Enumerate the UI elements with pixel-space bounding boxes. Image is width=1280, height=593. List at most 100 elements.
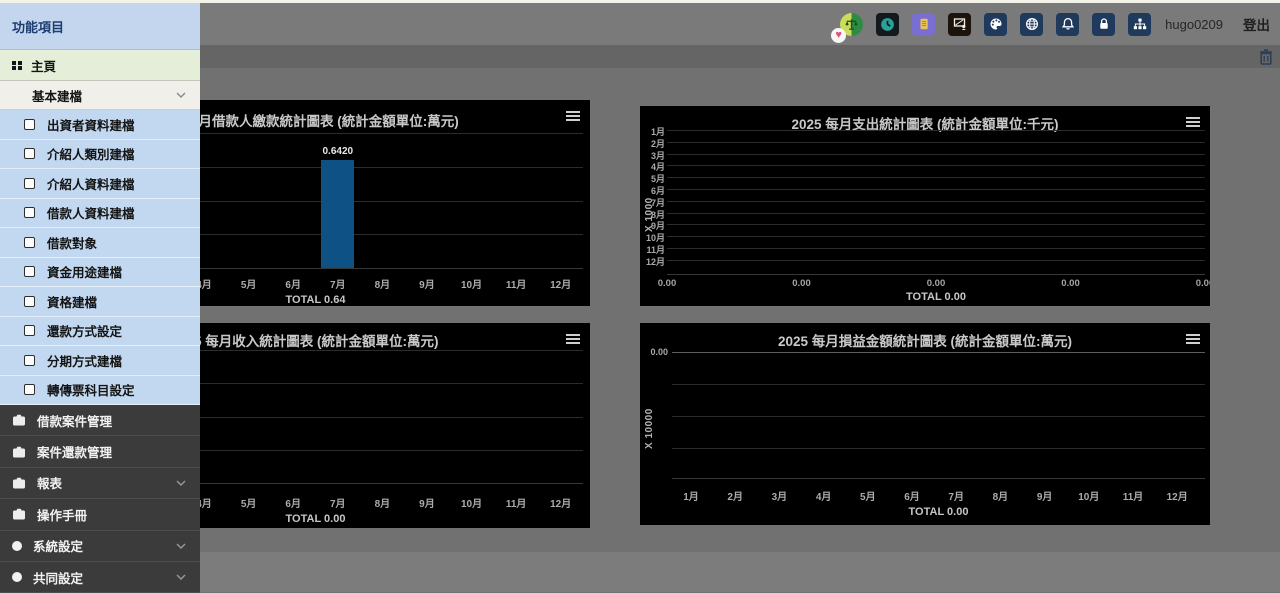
gridline (48, 200, 583, 202)
bar-value-label: 0.6420 (322, 145, 354, 157)
sidebar-item-label: 分期方式建檔 (47, 354, 123, 369)
sidebar-item-funder-data[interactable]: 出資者資料建檔 (0, 110, 200, 140)
chevron-down-icon (176, 480, 186, 486)
x-axis-label: 5月 (240, 499, 257, 510)
x-axis-label: 5月 (860, 492, 876, 503)
sidebar-item-system-settings[interactable]: 系統設定 (0, 530, 200, 562)
dashboard-icon (12, 60, 22, 70)
x-axis-label: 10月 (460, 280, 483, 291)
sidebar-item-label: 介紹人類別建檔 (47, 148, 135, 163)
gridline (48, 383, 583, 385)
sitemap-icon[interactable] (1128, 12, 1152, 36)
sidebar-item-loan-case-mgmt[interactable]: 借款案件管理 (0, 405, 200, 437)
x-axis-label: 7月 (330, 499, 346, 510)
x-axis-label: 9月 (1036, 492, 1053, 503)
chart-plot-area: 1月 2月 3月 4月 5月 6月 7月 8月 9月 10月 11月 12月 0.00 0.00 0.00 0… (640, 106, 1210, 306)
globe-icon[interactable] (1020, 12, 1044, 36)
briefcase-icon (12, 477, 26, 489)
gridline (672, 384, 1205, 385)
gridline (672, 416, 1205, 417)
chart-total-label: TOTAL 0.64 (285, 294, 346, 306)
y-axis-label: 2月 (650, 138, 665, 149)
x-axis-label: 2月 (727, 492, 743, 503)
palette-icon[interactable] (984, 12, 1008, 36)
sidebar-item-basic-files[interactable]: 基本建檔 (0, 81, 200, 110)
briefcase-icon (12, 446, 26, 458)
x-axis-line (667, 274, 1205, 275)
sidebar-item-referrer-category[interactable]: 介紹人類別建檔 (0, 139, 200, 169)
chart-panel-monthly-expense: 2025 每月支出統計圖表 (統計金額單位:千元) 1月 2月 3月 4月 5月 6月 7月… (640, 106, 1210, 306)
sidebar-item-repay-method[interactable]: 還款方式設定 (0, 316, 200, 346)
y-axis-label: 10月 (645, 233, 665, 244)
sidebar-item-common-settings[interactable]: 共同設定 (0, 561, 200, 593)
y-axis-label: 4月 (650, 162, 665, 173)
checkbox-icon (24, 295, 35, 307)
checkbox-icon (24, 266, 35, 278)
checkbox-icon (24, 384, 35, 396)
sidebar-item-label: 借款對象 (47, 236, 98, 251)
page-footer-area (0, 552, 1280, 592)
sidebar-item-label: 操作手冊 (37, 508, 88, 523)
x-axis-label: 8月 (374, 499, 391, 510)
sidebar-item-loan-target[interactable]: 借款對象 (0, 228, 200, 258)
sidebar: 功能項目 主頁 基本建檔 出資者資料建檔 介紹人類別建檔 介紹人資料建檔 借款人資料建檔借… (0, 3, 200, 593)
chart-plot-area: 0.00 1月 2月 3月 4月 5月 6月 7月 8月 9月 10月 11月 12月 X 10000 (640, 323, 1210, 525)
sidebar-item-reports[interactable]: 報表 (0, 467, 200, 500)
y-axis-label: 9月 (650, 221, 665, 232)
chart-menu-icon[interactable] (566, 111, 580, 123)
scroll-app-icon[interactable] (912, 12, 936, 36)
chart-menu-icon[interactable] (566, 334, 580, 346)
y-axis-label: 11月 (646, 245, 665, 255)
chart-total-label: TOTAL 0.00 (908, 506, 969, 518)
chart-menu-icon[interactable] (1186, 334, 1200, 346)
sidebar-item-voucher-subject[interactable]: 轉傳票科目設定 (0, 375, 200, 405)
sidebar-item-borrower-data[interactable]: 借款人資料建檔 (0, 198, 200, 228)
x-axis-label: 4月 (196, 499, 212, 510)
bar (321, 159, 355, 268)
page-top-strip (0, 0, 1280, 3)
x-axis-label: 8月 (992, 492, 1009, 503)
sidebar-item-installment-method[interactable]: 分期方式建檔 (0, 346, 200, 376)
gridline (48, 449, 583, 451)
checkbox-icon (24, 207, 35, 219)
x-axis-label: 11月 (1122, 492, 1144, 503)
gridline (667, 141, 1205, 143)
x-axis-label: 7月 (330, 280, 346, 291)
x-axis-label: 12月 (1166, 492, 1188, 503)
sidebar-item-label: 介紹人資料建檔 (47, 177, 135, 192)
chart-title: 2025 每月損益金額統計圖表 (統計金額單位:萬元) (777, 334, 1073, 349)
sidebar-items: 主頁 基本建檔 出資者資料建檔介紹人類別建檔 介紹人資料建檔借款人資料建檔借款對象資金… (0, 50, 200, 593)
x-axis-label: 10月 (1078, 492, 1100, 503)
checkbox-icon (24, 354, 35, 366)
sidebar-item-referrer-data[interactable]: 介紹人資料建檔 (0, 169, 200, 199)
trash-icon[interactable] (1259, 49, 1273, 65)
sidebar-item-home[interactable]: 主頁 (0, 50, 200, 81)
y-axis-title: X 1000 (644, 197, 655, 232)
clock-app-icon[interactable] (876, 12, 900, 36)
chart-title: 2025 每月支出統計圖表 (統計金額單位:千元) (791, 117, 1059, 132)
sidebar-item-fund-usage[interactable]: 資金用途建檔 (0, 257, 200, 287)
x-axis-label: 9月 (419, 280, 435, 291)
x-axis-line (48, 268, 583, 269)
gridline (667, 236, 1205, 238)
y-axis-title: X 10000 (644, 408, 655, 449)
sidebar-item-case-repay-mgmt[interactable]: 案件還款管理 (0, 436, 200, 468)
x-axis-label: 11月 (505, 280, 527, 291)
sidebar-item-label: 還款方式設定 (47, 325, 123, 340)
sidebar-item-label: 共同設定 (33, 571, 84, 586)
y-axis-label: 6月 (650, 186, 665, 196)
chart-menu-icon[interactable] (1186, 117, 1200, 129)
sidebar-item-qualification[interactable]: 資格建檔 (0, 287, 200, 317)
scales-logo-icon[interactable] (840, 12, 864, 36)
bell-icon[interactable] (1056, 12, 1080, 36)
chart-total-label: TOTAL 0.00 (285, 513, 346, 525)
logout-button[interactable]: 登出 (1243, 18, 1270, 33)
lock-icon[interactable] (1092, 12, 1116, 36)
y-axis-label: 7月 (650, 197, 665, 208)
sidebar-item-manual[interactable]: 操作手冊 (0, 499, 200, 531)
x-tick-label: 0.00 (926, 278, 946, 289)
sidebar-item-label: 轉傳票科目設定 (47, 384, 135, 399)
x-axis-label: 6月 (285, 280, 301, 291)
presentation-app-icon[interactable] (948, 12, 972, 36)
gridline (667, 165, 1205, 167)
